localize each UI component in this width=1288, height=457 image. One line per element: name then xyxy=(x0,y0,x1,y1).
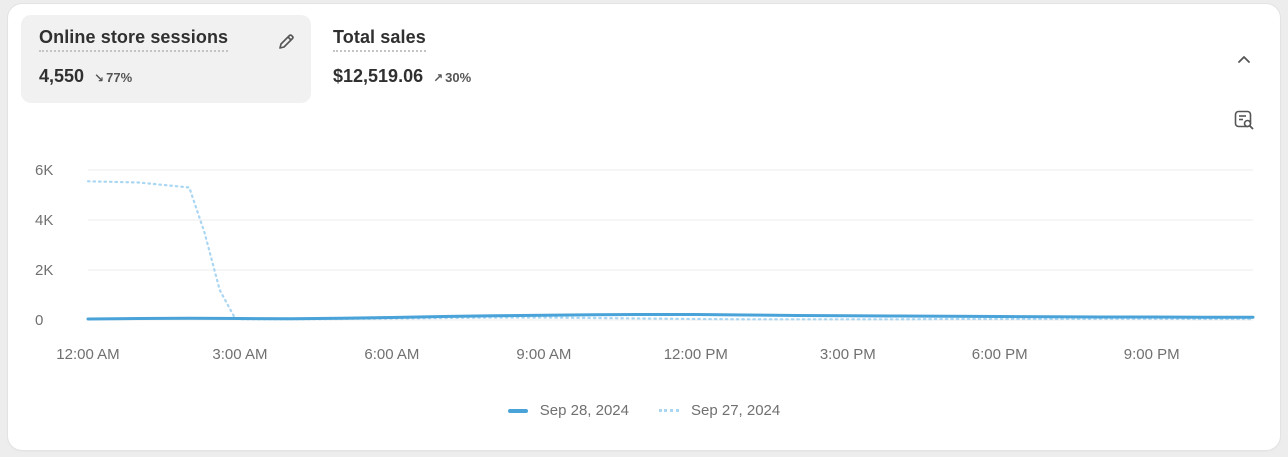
metric-change-badge: ↗ 30% xyxy=(433,70,471,85)
metric-online-store-sessions[interactable]: Online store sessions 4,550 ↘ 77% xyxy=(21,15,311,103)
y-tick-label: 4K xyxy=(35,212,53,229)
metric-title[interactable]: Online store sessions xyxy=(39,27,229,52)
trend-up-icon: ↗ xyxy=(433,71,444,85)
x-tick-label: 6:00 PM xyxy=(972,346,1028,363)
legend-swatch-solid xyxy=(507,408,528,413)
chart-legend: Sep 28, 2024 Sep 27, 2024 xyxy=(8,402,1280,419)
x-tick-label: 3:00 PM xyxy=(820,346,876,363)
chevron-up-icon[interactable] xyxy=(1234,50,1254,70)
metric-change-value: 30% xyxy=(445,70,472,85)
y-tick-label: 6K xyxy=(35,162,53,179)
legend-item-previous[interactable]: Sep 27, 2024 xyxy=(659,402,780,419)
x-tick-label: 12:00 AM xyxy=(56,346,119,363)
x-tick-label: 3:00 AM xyxy=(212,346,267,363)
x-tick-label: 6:00 AM xyxy=(364,346,419,363)
metric-title[interactable]: Total sales xyxy=(333,27,426,52)
x-tick-label: 12:00 PM xyxy=(664,346,728,363)
series-line-previous xyxy=(86,180,1255,321)
sessions-card: Online store sessions 4,550 ↘ 77% Total s… xyxy=(8,4,1280,450)
metric-total-sales[interactable]: Total sales $12,519.06 ↗ 30% xyxy=(317,15,597,103)
series-line-current xyxy=(86,313,1255,321)
metric-value: $12,519.06 xyxy=(333,66,424,86)
legend-label: Sep 28, 2024 xyxy=(539,402,629,419)
sessions-line-chart: 0 2K 4K 6K 12:00 AM 3:00 AM 6:00 AM 9:00 AM 12:0… xyxy=(35,162,1255,363)
metric-change-value: 77% xyxy=(106,70,133,85)
legend-swatch-dotted xyxy=(659,409,679,412)
pencil-icon[interactable] xyxy=(275,31,297,53)
chart-compare-icon[interactable] xyxy=(1232,108,1256,132)
y-tick-label: 2K xyxy=(35,262,53,279)
metric-value: 4,550 xyxy=(39,66,85,86)
legend-label: Sep 27, 2024 xyxy=(691,402,781,419)
x-tick-label: 9:00 AM xyxy=(516,346,571,363)
metric-change-badge: ↘ 77% xyxy=(94,70,132,85)
x-tick-label: 9:00 PM xyxy=(1124,346,1180,363)
trend-down-icon: ↘ xyxy=(94,71,105,85)
legend-item-current[interactable]: Sep 28, 2024 xyxy=(507,402,629,419)
y-tick-label: 0 xyxy=(35,312,43,329)
